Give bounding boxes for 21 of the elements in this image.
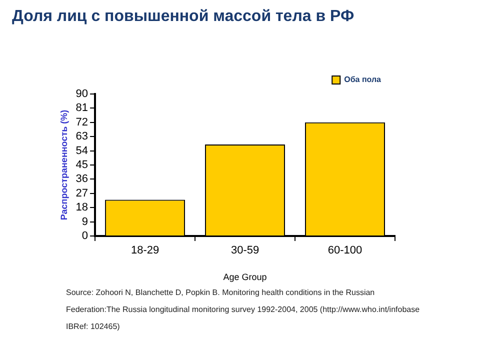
text: IBRef: 102465) (66, 321, 121, 333)
text: Federation:The Russia longitudinal monitoring survey 1992-2004, 2005 (http://www.who.int/infobase (66, 304, 420, 316)
y-tick-label: 45 (76, 159, 88, 172)
source-note: Source: Zohoori N, Blanchette D, Popkin B. Monitoring health conditions in the Russian (66, 287, 376, 299)
y-tick-label: 36 (76, 173, 88, 186)
y-tick-label: 9 (82, 216, 88, 228)
y-tick-label: 27 (76, 187, 88, 200)
x-axis-title: Age Group (223, 272, 267, 282)
y-axis-title: Распространенность (%) (58, 110, 69, 220)
y-tick-label: 90 (76, 88, 88, 100)
x-tick-label: 60-100 (328, 244, 362, 257)
y-tick-label: 72 (76, 116, 88, 128)
x-tick-label: 18-29 (130, 244, 160, 257)
chart-title: Доля лиц с повышенной массой тела в РФ (12, 8, 354, 26)
y-tick-label: 81 (76, 102, 88, 114)
y-tick-label: 63 (76, 130, 88, 143)
y-tick-label: 54 (76, 144, 88, 157)
y-tick-label: 0 (82, 230, 88, 242)
x-tick-label: 30-59 (230, 244, 260, 257)
y-tick-label: 18 (76, 202, 88, 214)
legend-label: Оба пола (344, 75, 382, 84)
